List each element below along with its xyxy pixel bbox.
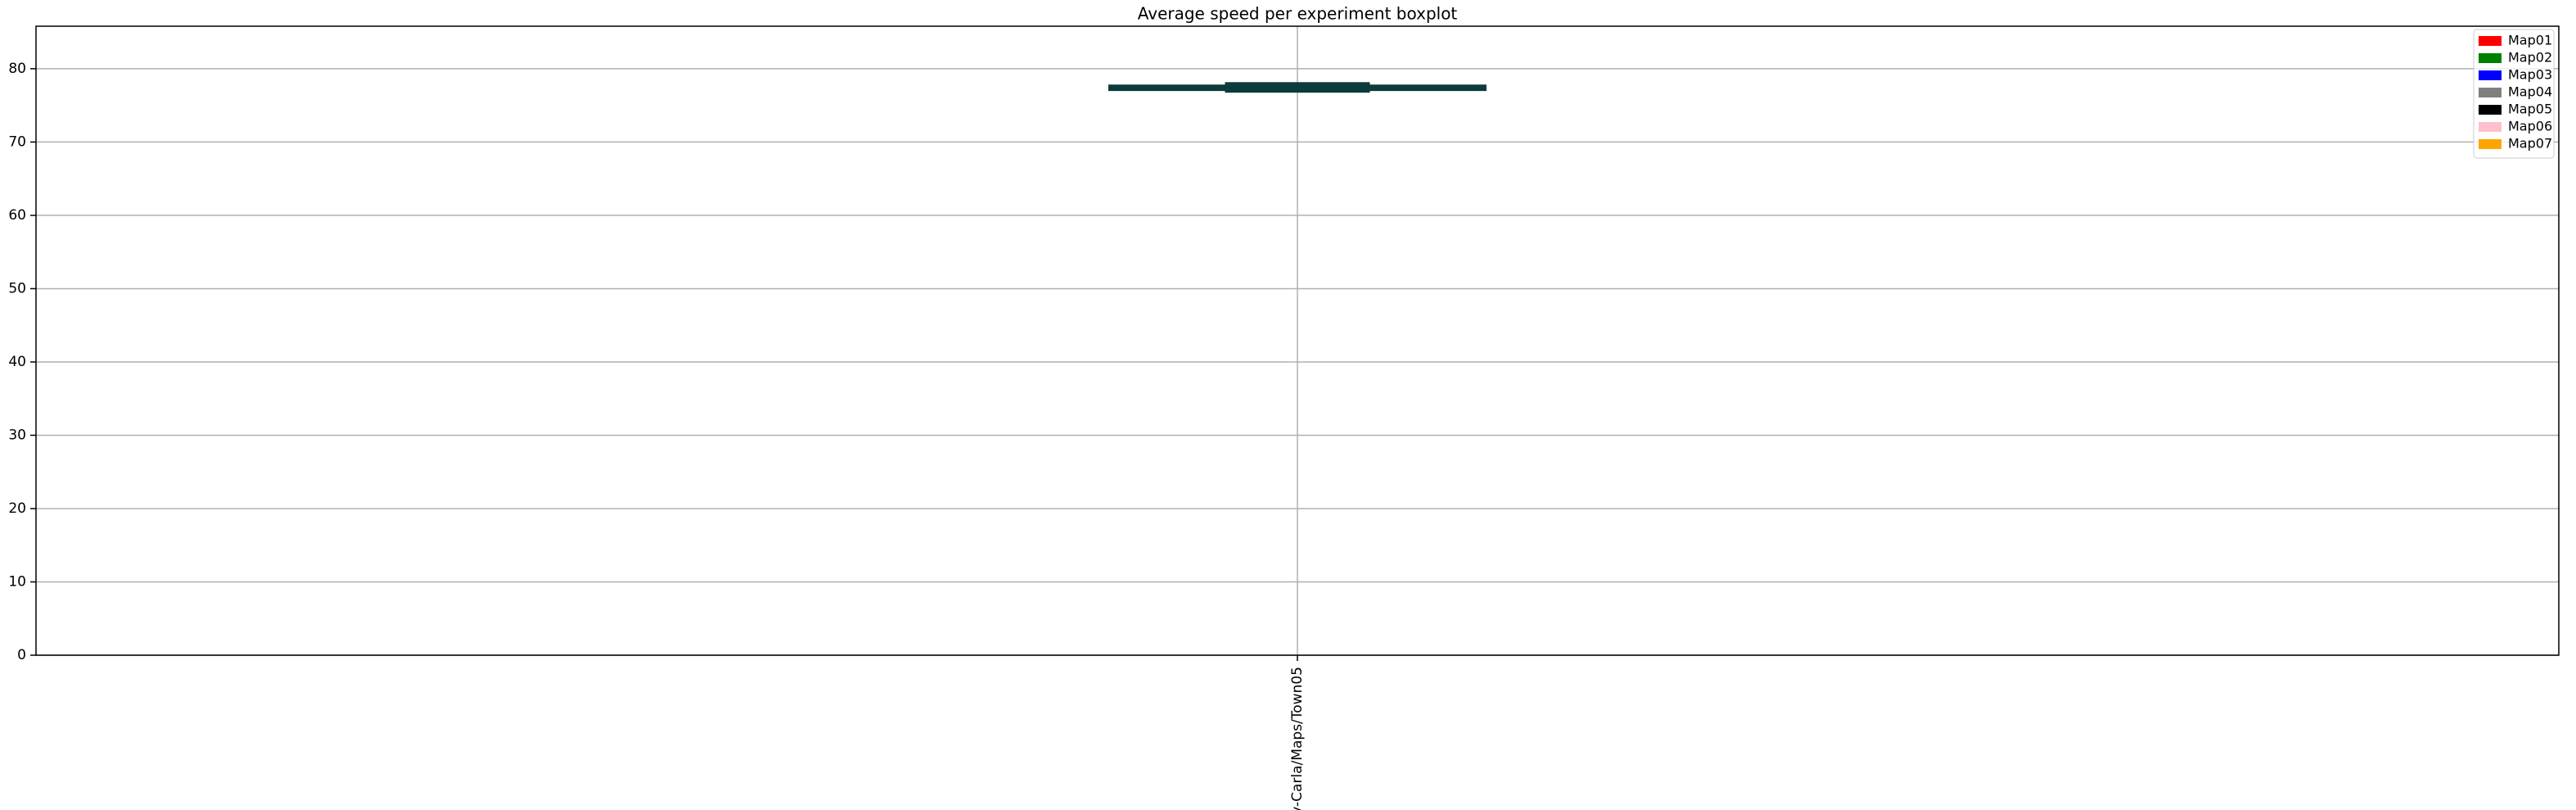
x-tick-label: any-Carla/Maps/Town05 [1289, 667, 1306, 810]
y-tick-label: 30 [8, 427, 26, 443]
legend-swatch [2479, 139, 2502, 149]
plot-frame [35, 25, 2560, 656]
chart-title: Average speed per experiment boxplot [1138, 4, 1458, 24]
legend-label: Map01 [2508, 33, 2552, 48]
legend-swatch [2479, 122, 2502, 132]
legend-label: Map04 [2508, 84, 2552, 100]
legend-label: Map07 [2508, 136, 2552, 152]
legend-swatch [2479, 53, 2502, 63]
y-tick-label: 80 [8, 61, 26, 77]
legend-label: Map02 [2508, 50, 2552, 66]
y-tick-label: 70 [8, 133, 26, 150]
y-tick-label: 40 [8, 354, 26, 370]
legend-swatch [2479, 36, 2502, 46]
legend-label: Map06 [2508, 119, 2552, 134]
legend-label: Map05 [2508, 102, 2552, 117]
y-tick-label: 50 [8, 280, 26, 296]
legend-swatch [2479, 105, 2502, 115]
legend-swatch [2479, 70, 2502, 80]
y-tick-label: 20 [8, 500, 26, 517]
y-tick-label: 10 [8, 573, 26, 590]
y-tick-label: 60 [8, 207, 26, 224]
y-tick-label: 0 [17, 647, 26, 663]
legend-swatch [2479, 88, 2502, 97]
legend-label: Map03 [2508, 67, 2552, 83]
